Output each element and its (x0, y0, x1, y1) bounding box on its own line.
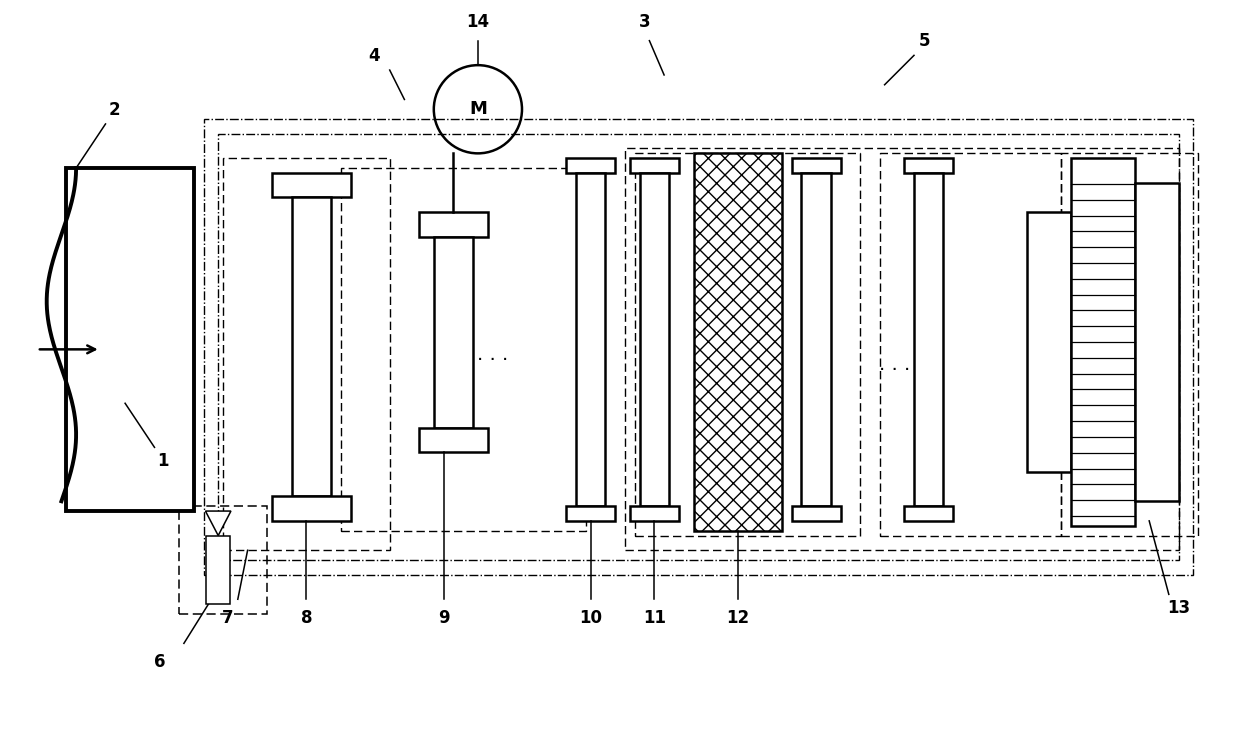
Bar (801, 173, 831, 506)
Bar (879, 153, 1061, 536)
Bar (206, 536, 229, 604)
Text: 6: 6 (154, 653, 165, 671)
Text: 4: 4 (368, 47, 379, 65)
Bar (791, 506, 841, 521)
Bar (567, 159, 615, 173)
Text: . . .: . . . (879, 355, 910, 374)
Bar (1027, 212, 1071, 472)
Bar (1135, 183, 1178, 501)
Bar (223, 159, 389, 550)
Text: 11: 11 (642, 609, 666, 627)
Text: 9: 9 (438, 609, 449, 627)
Bar (291, 197, 331, 496)
Bar (635, 153, 861, 536)
Bar (904, 506, 954, 521)
Bar (272, 496, 351, 521)
Text: 5: 5 (919, 32, 930, 51)
Text: 13: 13 (1167, 599, 1190, 617)
Text: M: M (469, 101, 487, 118)
Bar (1061, 153, 1198, 536)
Bar (66, 168, 193, 511)
Bar (630, 159, 678, 173)
Bar (272, 173, 351, 197)
Bar (567, 506, 615, 521)
Bar (791, 159, 841, 173)
Bar (625, 148, 1178, 550)
Text: . . .: . . . (477, 345, 508, 364)
Bar (419, 212, 487, 236)
Bar (179, 506, 267, 614)
Bar (341, 168, 585, 531)
Text: 2: 2 (108, 101, 120, 119)
Text: 1: 1 (157, 452, 169, 470)
Text: 10: 10 (579, 609, 603, 627)
Bar (434, 236, 472, 428)
Text: 8: 8 (300, 609, 312, 627)
Bar (203, 119, 1193, 575)
Bar (693, 153, 781, 531)
Bar (630, 506, 678, 521)
Bar (904, 159, 954, 173)
Bar (1071, 159, 1135, 526)
Text: 7: 7 (222, 609, 234, 627)
Polygon shape (206, 511, 231, 536)
Text: 12: 12 (727, 609, 749, 627)
Bar (575, 173, 605, 506)
Text: 3: 3 (639, 13, 650, 31)
Text: 14: 14 (466, 13, 490, 31)
Bar (914, 173, 944, 506)
Bar (218, 134, 1178, 560)
Bar (640, 173, 670, 506)
Bar (419, 428, 487, 452)
